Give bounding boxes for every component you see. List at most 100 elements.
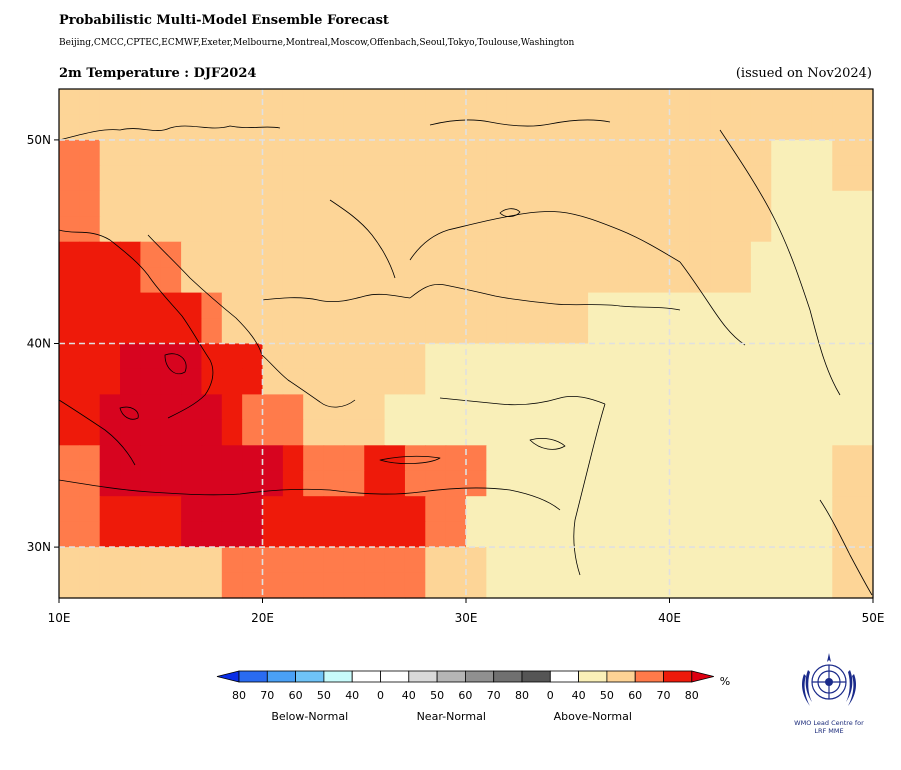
grid-cell	[343, 89, 365, 116]
grid-cell	[506, 496, 528, 523]
grid-cell	[486, 572, 508, 599]
grid-cell	[303, 165, 325, 192]
grid-cell	[262, 89, 284, 116]
grid-cell	[343, 190, 365, 217]
grid-cell	[425, 368, 447, 395]
grid-cell	[486, 267, 508, 294]
colorbar-segment	[521, 670, 551, 683]
grid-cell	[527, 139, 548, 166]
grid-cell	[710, 165, 732, 192]
grid-cell	[262, 292, 284, 319]
grid-cell	[750, 241, 772, 268]
grid-cell	[59, 216, 80, 243]
grid-cell	[466, 496, 487, 523]
grid-cell	[811, 368, 833, 395]
grid-cell	[181, 216, 203, 243]
grid-cell	[608, 496, 630, 523]
grid-cell	[649, 521, 671, 548]
grid-cell	[730, 445, 752, 472]
grid-cell	[99, 368, 121, 395]
grid-cell	[425, 318, 447, 345]
grid-cell	[852, 241, 874, 268]
grid-cell	[221, 470, 243, 497]
grid-cell	[79, 445, 101, 472]
grid-cell	[811, 394, 833, 421]
grid-cell	[364, 139, 386, 166]
grid-cell	[404, 394, 426, 421]
grid-cell	[79, 165, 101, 192]
grid-cell	[242, 547, 264, 574]
grid-cell	[282, 292, 304, 319]
grid-cell	[99, 470, 121, 497]
grid-cell	[811, 267, 833, 294]
grid-cell	[160, 470, 182, 497]
grid-cell	[262, 165, 284, 192]
grid-cell	[160, 547, 182, 574]
grid-cell	[303, 318, 325, 345]
grid-cell	[669, 139, 691, 166]
grid-cell	[649, 419, 671, 446]
grid-cell	[628, 521, 650, 548]
grid-cell	[425, 496, 447, 523]
grid-cell	[628, 241, 650, 268]
grid-cell	[486, 165, 508, 192]
grid-cell	[669, 445, 691, 472]
grid-cell	[649, 318, 671, 345]
grid-cell	[79, 572, 101, 599]
grid-cell	[506, 445, 528, 472]
grid-cell	[221, 419, 243, 446]
grid-cell	[140, 216, 162, 243]
grid-cell	[730, 419, 752, 446]
grid-cell	[343, 572, 365, 599]
grid-cell	[364, 445, 386, 472]
colorbar-segment	[493, 670, 523, 683]
grid-cell	[527, 445, 548, 472]
colorbar-group-label: Below-Normal	[271, 710, 348, 723]
grid-cell	[486, 318, 508, 345]
grid-cell	[445, 318, 467, 345]
grid-cell	[323, 89, 345, 116]
grid-cell	[710, 394, 732, 421]
grid-cell	[649, 216, 671, 243]
grid-cell	[669, 547, 691, 574]
grid-cell	[811, 241, 833, 268]
grid-cell	[221, 343, 243, 370]
grid-cell	[262, 190, 284, 217]
grid-cell	[303, 343, 325, 370]
grid-cell	[59, 394, 80, 421]
grid-cell	[852, 572, 874, 599]
grid-cell	[689, 89, 711, 116]
grid-cell	[689, 368, 711, 395]
grid-cell	[547, 496, 569, 523]
lat-tick-label: 30N	[27, 540, 51, 554]
grid-cell	[527, 419, 548, 446]
grid-cell	[730, 190, 752, 217]
grid-cell	[466, 343, 487, 370]
grid-cell	[282, 572, 304, 599]
variable-label: 2m Temperature : DJF2024	[59, 66, 257, 81]
grid-cell	[750, 165, 772, 192]
grid-cell	[527, 89, 548, 116]
grid-cell	[79, 267, 101, 294]
grid-cell	[404, 114, 426, 141]
grid-cell	[160, 318, 182, 345]
grid-cell	[811, 572, 833, 599]
grid-cell	[242, 292, 264, 319]
grid-cell	[567, 394, 589, 421]
grid-cell	[750, 572, 772, 599]
grid-cell	[669, 216, 691, 243]
grid-cell	[140, 470, 162, 497]
grid-cell	[221, 572, 243, 599]
grid-cell	[282, 496, 304, 523]
grid-cell	[364, 470, 386, 497]
grid-cell	[466, 547, 487, 574]
grid-cell	[445, 445, 467, 472]
grid-cell	[486, 292, 508, 319]
grid-cell	[99, 572, 121, 599]
grid-cell	[547, 394, 569, 421]
grid-cell	[221, 496, 243, 523]
grid-cell	[160, 572, 182, 599]
grid-cell	[160, 343, 182, 370]
grid-cell	[608, 547, 630, 574]
grid-cell	[811, 419, 833, 446]
